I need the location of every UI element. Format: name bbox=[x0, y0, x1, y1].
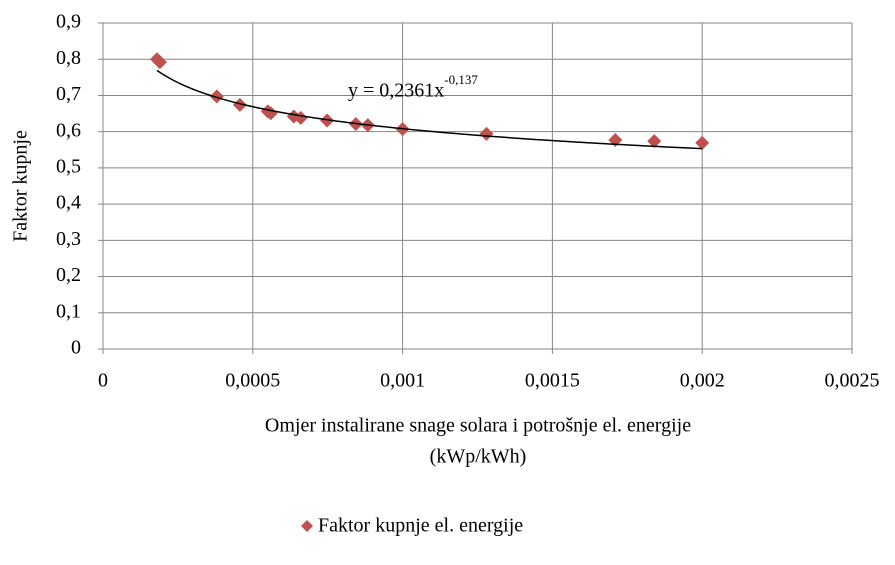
x-axis-title: (kWp/kWh) bbox=[430, 446, 527, 468]
x-tick-label: 0,0015 bbox=[525, 370, 580, 392]
y-tick-label: 0,6 bbox=[56, 119, 81, 141]
x-tick-label: 0 bbox=[98, 370, 108, 392]
point bbox=[152, 55, 167, 70]
y-tick-label: 0,2 bbox=[56, 264, 81, 286]
legend-label: Faktor kupnje el. energije bbox=[318, 515, 523, 537]
y-axis-title: Faktor kupnje bbox=[10, 130, 32, 242]
point bbox=[647, 134, 662, 149]
point bbox=[293, 110, 308, 125]
x-tick-label: 0,002 bbox=[680, 370, 725, 392]
trendline-exponent: -0,137 bbox=[444, 72, 478, 87]
x-tick-label: 0,001 bbox=[380, 370, 425, 392]
y-tick-label: 0,1 bbox=[56, 300, 81, 322]
trendline bbox=[156, 69, 703, 150]
y-tick-label: 0 bbox=[71, 337, 81, 359]
x-tick-label: 0,0005 bbox=[225, 370, 280, 392]
trendline-equation: y = 0,2361x bbox=[348, 80, 444, 102]
point bbox=[479, 126, 494, 141]
y-tick-label: 0,7 bbox=[56, 83, 81, 105]
y-tick-label: 0,3 bbox=[56, 228, 81, 250]
x-axis-title: Omjer instalirane snage solara i potrošn… bbox=[265, 415, 691, 437]
y-tick-label: 0,9 bbox=[56, 11, 81, 33]
y-tick-label: 0,4 bbox=[56, 192, 81, 214]
x-tick-label: 0,0025 bbox=[825, 370, 880, 392]
y-tick-label: 0,5 bbox=[56, 155, 81, 177]
point bbox=[695, 135, 710, 150]
point bbox=[232, 97, 247, 112]
point bbox=[209, 89, 224, 104]
y-tick-label: 0,8 bbox=[56, 47, 81, 69]
legend-marker bbox=[301, 520, 313, 532]
